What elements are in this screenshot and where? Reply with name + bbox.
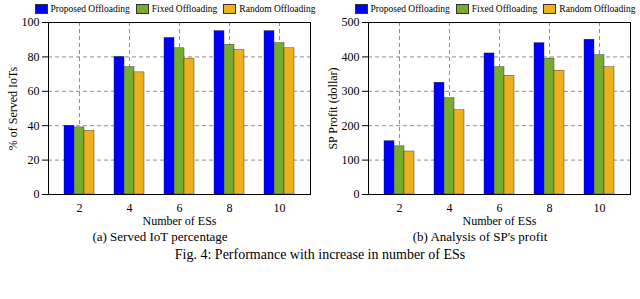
svg-text:100: 100 bbox=[342, 153, 360, 167]
svg-text:6: 6 bbox=[176, 201, 183, 215]
svg-text:2: 2 bbox=[397, 201, 403, 215]
svg-text:10: 10 bbox=[594, 201, 606, 215]
svg-text:100: 100 bbox=[22, 16, 40, 29]
svg-text:Number of ESs: Number of ESs bbox=[463, 214, 537, 228]
svg-text:20: 20 bbox=[28, 153, 40, 167]
svg-text:0: 0 bbox=[34, 187, 40, 201]
svg-text:4: 4 bbox=[447, 201, 453, 215]
svg-text:40: 40 bbox=[28, 119, 40, 133]
svg-text:8: 8 bbox=[227, 201, 233, 215]
svg-text:10: 10 bbox=[274, 201, 286, 215]
svg-text:60: 60 bbox=[28, 84, 40, 98]
html-text:Proposed Offloading: Proposed Offloading bbox=[370, 3, 450, 14]
svg-text:% of Served IoTs: % of Served IoTs bbox=[6, 66, 20, 150]
html-text:Fig. 4: Performance with incre: Fig. 4: Performance with increase in num… bbox=[174, 247, 466, 262]
svg-text:400: 400 bbox=[342, 50, 360, 64]
html-text:Random Offloading: Random Offloading bbox=[239, 3, 316, 14]
html-text:Random Offloading: Random Offloading bbox=[559, 3, 636, 14]
svg-text:300: 300 bbox=[342, 84, 360, 98]
svg-text:200: 200 bbox=[342, 119, 360, 133]
svg-text:4: 4 bbox=[127, 201, 133, 215]
svg-text:6: 6 bbox=[496, 201, 503, 215]
svg-text:500: 500 bbox=[342, 16, 360, 29]
html-text:(b) Analysis of SP's profit: (b) Analysis of SP's profit bbox=[412, 229, 548, 244]
html-text:Fixed Offloading: Fixed Offloading bbox=[151, 3, 218, 14]
html-text:Proposed Offloading: Proposed Offloading bbox=[50, 3, 130, 14]
html-text:(a) Served IoT percentage: (a) Served IoT percentage bbox=[92, 229, 228, 244]
svg-text:SP Profit (dollar): SP Profit (dollar) bbox=[326, 67, 340, 149]
svg-text:2: 2 bbox=[77, 201, 83, 215]
svg-text:8: 8 bbox=[547, 201, 553, 215]
svg-text:80: 80 bbox=[28, 50, 40, 64]
html-text:Fixed Offloading: Fixed Offloading bbox=[471, 3, 538, 14]
svg-text:Number of ESs: Number of ESs bbox=[143, 214, 217, 228]
svg-text:0: 0 bbox=[354, 187, 360, 201]
